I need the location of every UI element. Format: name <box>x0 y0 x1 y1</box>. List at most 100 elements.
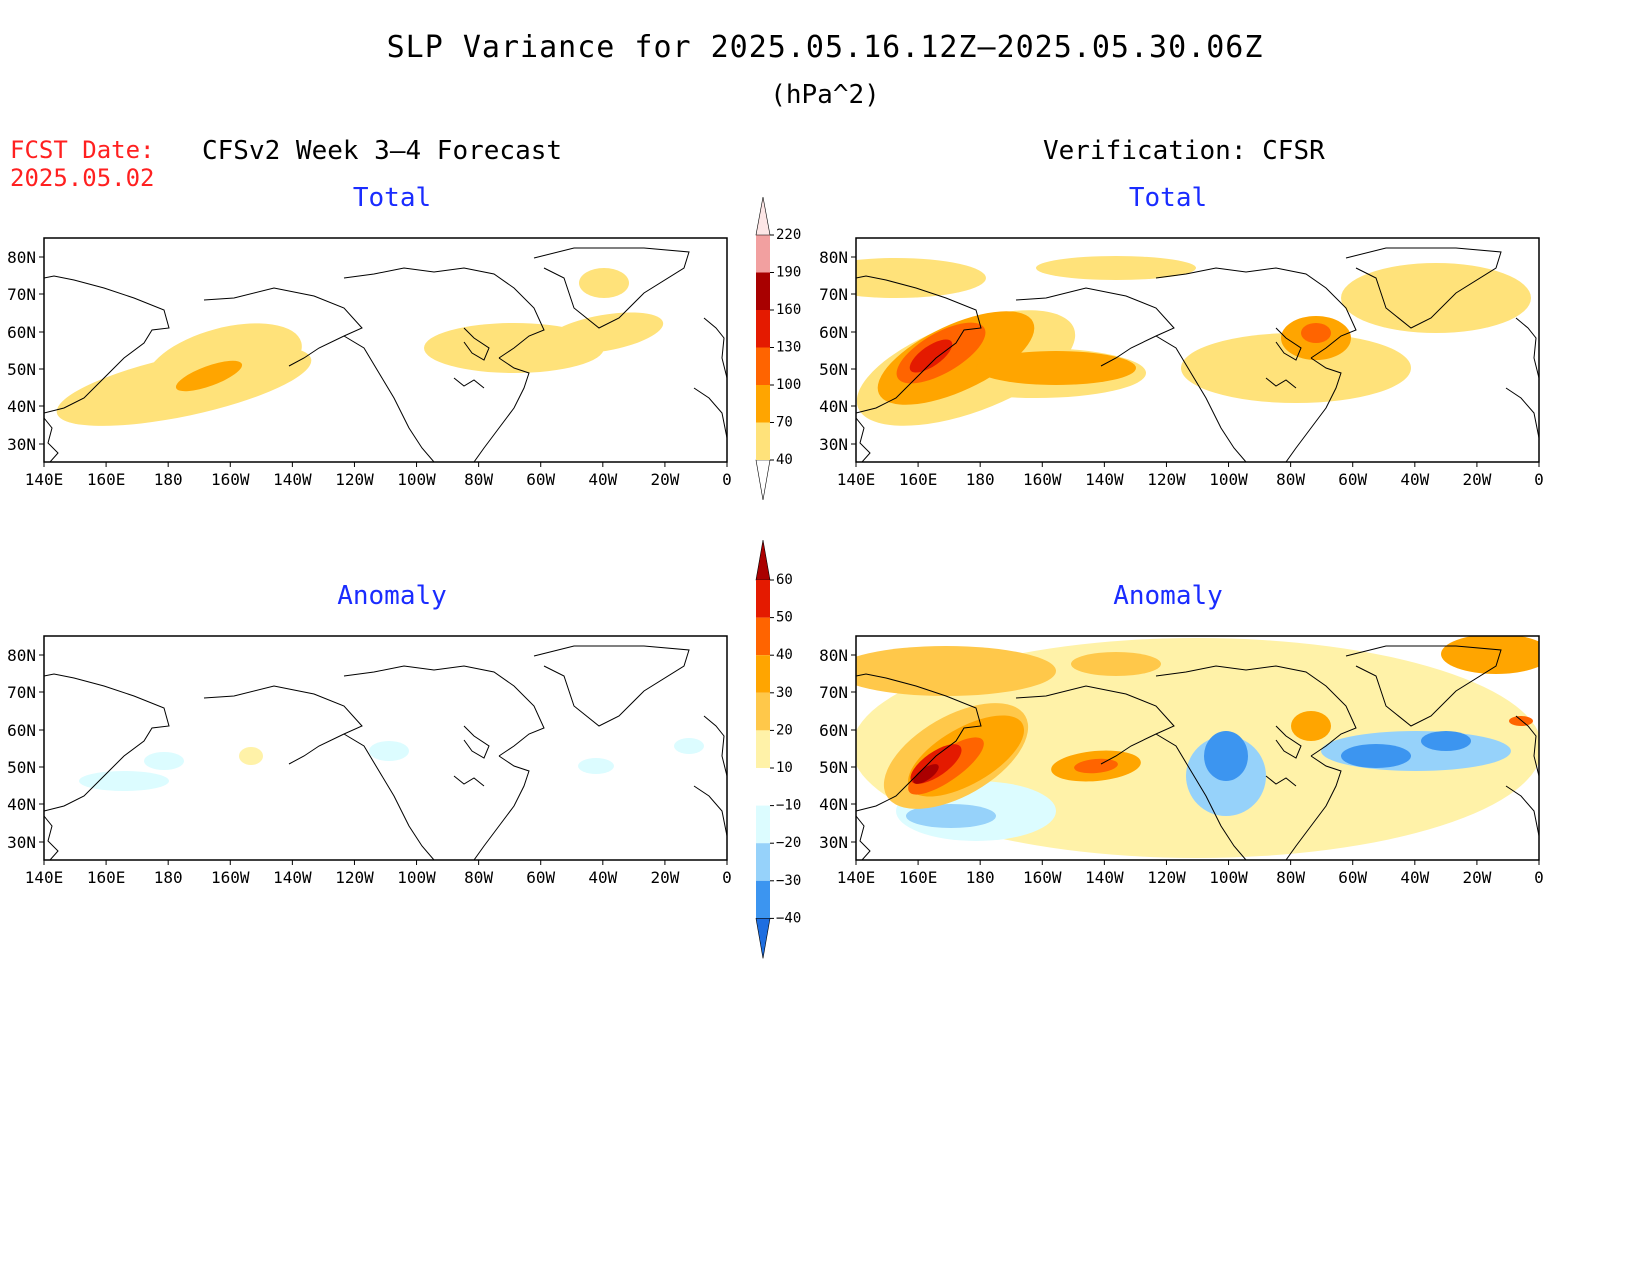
anomaly-region <box>1291 711 1331 741</box>
variance-region <box>856 258 986 298</box>
colorbar-level-label: 10 <box>776 760 793 776</box>
lon-tick-label: 120W <box>335 868 374 887</box>
coastline <box>856 673 982 812</box>
anomaly-region <box>906 804 996 828</box>
anomaly-region <box>913 764 939 784</box>
lat-tick-label: 80N <box>819 646 848 665</box>
lon-tick-label: 180 <box>154 868 183 887</box>
colorbar-level-label: 60 <box>776 572 793 588</box>
colorbar-level-label: 40 <box>776 452 793 468</box>
lon-tick-label: 120W <box>335 470 374 489</box>
colorbar-level-label: −30 <box>776 873 801 889</box>
map-panel-verif-total: 140E 160E 180 160W 140W 120W 100W 80W 60W 40W 20W 0… <box>812 230 1552 490</box>
coastlines <box>44 645 727 860</box>
lon-tick-label: 180 <box>966 868 995 887</box>
coastline <box>1155 733 1247 860</box>
variance-region <box>175 360 243 392</box>
coastline <box>203 287 363 367</box>
fcst-date-label: FCST Date: <box>10 136 155 164</box>
coastlines <box>44 247 727 462</box>
panel-title-verif-anomaly: Anomaly <box>1113 581 1223 611</box>
contour-fill <box>856 256 1531 426</box>
lon-tick-label: 120W <box>1147 868 1186 887</box>
coastline <box>44 417 59 462</box>
anomaly-region <box>144 752 184 770</box>
contour-fill <box>79 738 704 791</box>
colorbar-level-label: 220 <box>776 227 801 243</box>
colorbar-level-label: 40 <box>776 647 793 663</box>
colorbar-segment <box>756 235 770 273</box>
fcst-date: FCST Date: 2025.05.02 <box>10 136 155 192</box>
coastlines <box>856 645 1539 860</box>
axes: 140E 160E 180 160W 140W 120W 100W 80W 60W 40W 20W 0… <box>7 248 732 489</box>
lon-tick-label: 0 <box>722 470 732 489</box>
lat-tick-label: 50N <box>819 758 848 777</box>
lat-tick-label: 50N <box>819 360 848 379</box>
lon-tick-label: 80W <box>464 470 493 489</box>
lon-tick-label: 0 <box>722 868 732 887</box>
colorbar-total: 40 70 100 130 160 190 220 <box>744 196 814 506</box>
coastline <box>703 317 727 379</box>
lon-tick-label: 20W <box>1462 470 1491 489</box>
coastline <box>463 725 490 759</box>
lat-tick-label: 40N <box>819 397 848 416</box>
lat-tick-label: 40N <box>7 795 36 814</box>
colorbar-level-label: −10 <box>776 798 801 814</box>
lat-tick-label: 60N <box>7 721 36 740</box>
anomaly-region <box>1509 716 1533 726</box>
colorbar-segment <box>756 843 770 881</box>
coastline <box>856 275 982 414</box>
coastline <box>473 755 530 860</box>
colorbar-level-label: 30 <box>776 685 793 701</box>
panel-title-fcst-total: Total <box>352 183 432 213</box>
lat-tick-label: 50N <box>7 360 36 379</box>
lat-tick-label: 40N <box>7 397 36 416</box>
lon-tick-label: 120W <box>1147 470 1186 489</box>
lat-tick-label: 50N <box>7 758 36 777</box>
axes: 140E 160E 180 160W 140W 120W 100W 80W 60W 40W 20W 0… <box>819 646 1544 887</box>
anomaly-region <box>369 741 409 761</box>
coastline <box>1015 685 1175 765</box>
coastline <box>1155 335 1247 462</box>
anomaly-region <box>1071 652 1161 676</box>
variance-region <box>1341 263 1531 333</box>
anomaly-region <box>1441 636 1539 674</box>
coastline <box>1515 317 1539 379</box>
lon-tick-label: 0 <box>1534 470 1544 489</box>
lon-tick-label: 160W <box>211 470 250 489</box>
map-frame <box>855 635 1540 861</box>
coastline <box>1345 247 1502 329</box>
lon-tick-label: 80W <box>464 868 493 887</box>
coastline <box>693 785 727 837</box>
colorbar-segment <box>756 580 770 618</box>
map-frame <box>43 237 728 463</box>
colorbar-anomaly: 60 50 40 30 20 10 −10 −20 −30 −40 <box>744 538 814 963</box>
lon-tick-label: 40W <box>588 868 617 887</box>
map-panel-verif-anomaly: 140E 160E 180 160W 140W 120W 100W 80W 60W 40W 20W 0… <box>812 628 1552 888</box>
coastline <box>44 815 59 860</box>
anomaly-region <box>1341 744 1411 768</box>
map-panel-fcst-anomaly: 140E 160E 180 160W 140W 120W 100W 80W 60W 40W 20W 0… <box>0 628 740 888</box>
fcst-date-value: 2025.05.02 <box>10 164 155 192</box>
colorbar-segment <box>756 880 770 919</box>
lat-tick-label: 70N <box>819 285 848 304</box>
lat-tick-label: 30N <box>819 435 848 454</box>
colorbar-level-label: 100 <box>776 377 801 393</box>
colorbar-level-label: −20 <box>776 835 801 851</box>
anomaly-region <box>674 738 704 754</box>
colorbar-segment <box>756 768 770 806</box>
lon-tick-label: 140W <box>273 868 312 887</box>
lon-tick-label: 40W <box>1400 470 1429 489</box>
lon-tick-label: 160E <box>899 470 938 489</box>
lon-tick-label: 160E <box>87 868 126 887</box>
lon-tick-label: 160W <box>211 868 250 887</box>
colorbar-arrow-top <box>755 196 771 236</box>
coastline <box>343 335 435 462</box>
lon-tick-label: 80W <box>1276 470 1305 489</box>
colorbar-arrow-top <box>755 539 771 581</box>
colorbar-arrow-bottom <box>755 459 771 501</box>
colorbar-segment <box>756 730 770 768</box>
colorbar-level-label: 160 <box>776 302 801 318</box>
colorbar-segment <box>756 617 770 656</box>
lat-tick-label: 30N <box>819 833 848 852</box>
